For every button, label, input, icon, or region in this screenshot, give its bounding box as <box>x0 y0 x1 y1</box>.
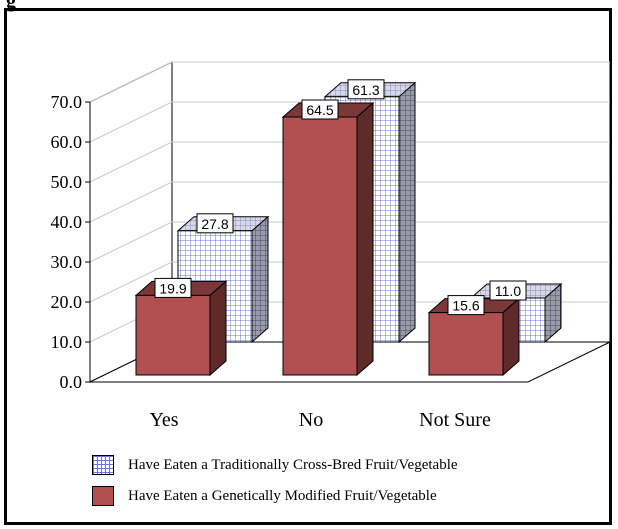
gridline-left <box>89 181 173 223</box>
gridline-left <box>89 261 173 303</box>
value-label-cross-bred-2-text: 11.0 <box>495 283 521 299</box>
value-label-cross-bred-1-box <box>347 79 385 100</box>
value-label-gm-2-text: 15.6 <box>452 298 479 314</box>
value-label-cross-bred-1-text: 61.3 <box>352 82 379 98</box>
bar-gm-0-side <box>209 280 227 377</box>
legend-swatch-gm <box>92 486 114 506</box>
y-tick-label: 0.0 <box>60 372 83 392</box>
bar-gm-1-side <box>356 101 374 377</box>
gridline-left <box>89 101 173 143</box>
y-tick-label: 70.0 <box>51 92 83 112</box>
value-label-cross-bred-2-box <box>489 280 527 301</box>
gridline-left <box>89 141 173 183</box>
bars-layer <box>134 81 563 377</box>
legend-swatch-cross-bred <box>92 455 114 475</box>
value-label-cross-bred-0-box <box>196 213 234 234</box>
bar-gm-1 <box>281 101 375 377</box>
x-tick-label: Not Sure <box>419 409 491 431</box>
x-tick-label: No <box>299 409 323 431</box>
value-label-gm-0-box <box>154 277 192 298</box>
value-label-gm-1: 64.5 <box>301 99 339 120</box>
value-label-gm-2: 15.6 <box>447 295 485 316</box>
value-label-cross-bred-0-text: 27.8 <box>201 216 228 232</box>
legend-label-cross-bred: Have Eaten a Traditionally Cross-Bred Fr… <box>128 456 458 473</box>
legend-item-cross-bred: Have Eaten a Traditionally Cross-Bred Fr… <box>92 455 458 475</box>
x-tick-label: Yes <box>149 409 178 431</box>
value-label-gm-1-text: 64.5 <box>306 102 333 118</box>
y-tick-label: 60.0 <box>51 132 83 152</box>
bar-gm-2-front <box>428 312 504 376</box>
value-label-gm-0-text: 19.9 <box>159 280 186 296</box>
bar-gm-0-front <box>135 294 211 376</box>
value-label-gm-2-box <box>447 295 485 316</box>
value-label-cross-bred-0: 27.8 <box>196 213 234 234</box>
legend-item-gm: Have Eaten a Genetically Modified Fruit/… <box>92 486 437 506</box>
bar-cross-bred-0-side <box>251 215 269 344</box>
value-label-cross-bred-2: 11.0 <box>489 280 527 301</box>
y-tick-label: 30.0 <box>51 252 83 272</box>
bar-gm-1-front <box>282 116 358 376</box>
labels-layer: 27.8 61.3 11.0 19.9 64.5 15.6 <box>154 79 527 316</box>
y-tick-label: 20.0 <box>51 292 83 312</box>
bar-gm-2-side <box>502 297 520 377</box>
gridline-left <box>89 221 173 263</box>
value-label-cross-bred-1: 61.3 <box>347 79 385 100</box>
bar-gm-0 <box>134 280 228 377</box>
y-tick-label: 50.0 <box>51 172 83 192</box>
page-title: g <box>6 0 16 12</box>
y-tick-label: 40.0 <box>51 212 83 232</box>
y-tick-label: 10.0 <box>51 332 83 352</box>
bar-cross-bred-1-side <box>398 81 416 344</box>
legend-label-gm: Have Eaten a Genetically Modified Fruit/… <box>128 487 437 504</box>
value-label-gm-1-box <box>301 99 339 120</box>
value-label-gm-0: 19.9 <box>154 277 192 298</box>
gridline-left <box>89 61 173 103</box>
